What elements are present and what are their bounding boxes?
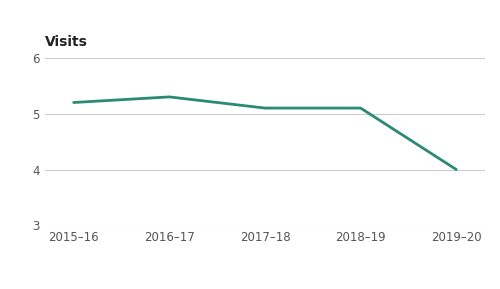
Text: Visits: Visits xyxy=(45,35,88,49)
